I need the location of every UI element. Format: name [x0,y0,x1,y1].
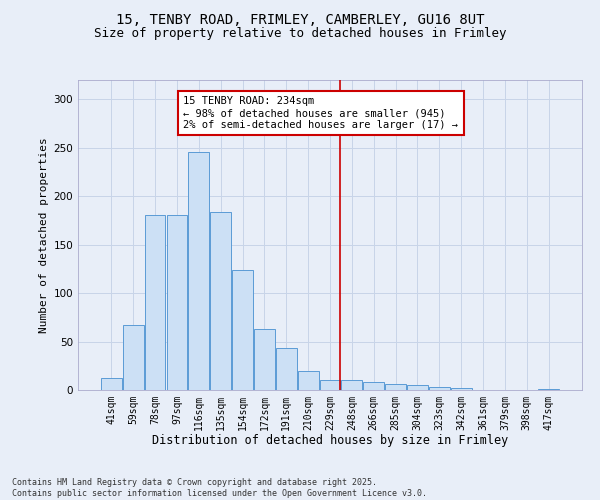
X-axis label: Distribution of detached houses by size in Frimley: Distribution of detached houses by size … [152,434,508,448]
Bar [320,380,340,390]
Bar [276,348,296,390]
Text: Contains HM Land Registry data © Crown copyright and database right 2025.
Contai: Contains HM Land Registry data © Crown c… [12,478,427,498]
Text: 15 TENBY ROAD: 234sqm
← 98% of detached houses are smaller (945)
2% of semi-deta: 15 TENBY ROAD: 234sqm ← 98% of detached … [184,96,458,130]
Text: Size of property relative to detached houses in Frimley: Size of property relative to detached ho… [94,28,506,40]
Bar [341,380,362,390]
Bar [364,382,384,390]
Bar [210,212,231,390]
Bar [298,370,319,390]
Bar [429,387,450,390]
Bar [451,388,472,390]
Bar [123,325,143,390]
Bar [385,384,406,390]
Bar [232,270,253,390]
Bar [254,329,275,390]
Bar [407,385,428,390]
Bar [538,389,559,390]
Bar [145,214,166,390]
Bar [167,214,187,390]
Bar [101,378,122,390]
Bar [188,152,209,390]
Y-axis label: Number of detached properties: Number of detached properties [39,137,49,333]
Text: 15, TENBY ROAD, FRIMLEY, CAMBERLEY, GU16 8UT: 15, TENBY ROAD, FRIMLEY, CAMBERLEY, GU16… [116,12,484,26]
